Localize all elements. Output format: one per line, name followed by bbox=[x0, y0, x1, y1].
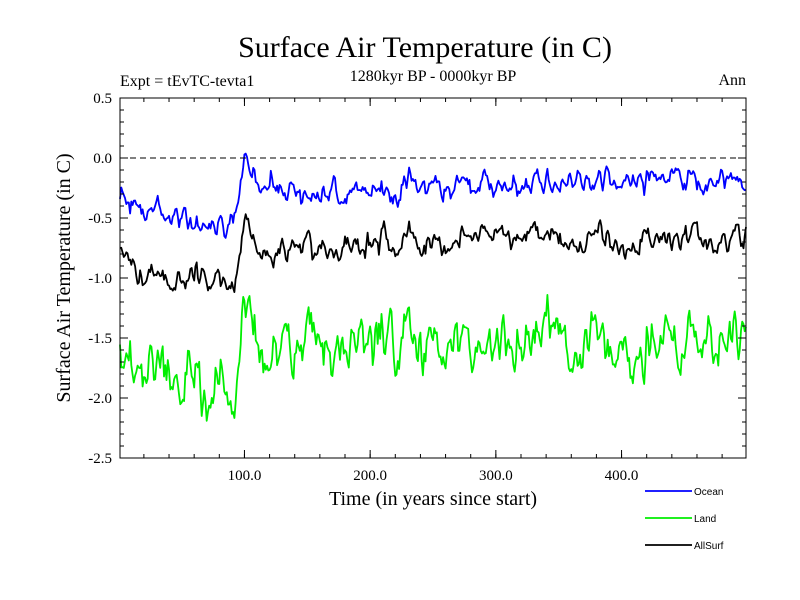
chart-subtitle: 1280kyr BP - 0000kyr BP bbox=[350, 68, 517, 85]
legend: Ocean Land AllSurf bbox=[645, 487, 724, 552]
series-line-ocean bbox=[119, 152, 747, 239]
y-tick-label: -1.5 bbox=[88, 331, 112, 347]
y-tick-label: -2.0 bbox=[88, 391, 112, 407]
y-axis-label: Surface Air Temperature (in C) bbox=[53, 153, 75, 402]
x-tick-label: 100.0 bbox=[228, 468, 262, 484]
legend-label-land: Land bbox=[694, 514, 716, 525]
x-axis: 100.0 200.0 300.0 400.0 bbox=[143, 98, 723, 484]
series-line-land bbox=[119, 293, 747, 422]
y-axis: 0.5 0.0 -0.5 -1.0 -1.5 -2.0 -2.5 bbox=[88, 91, 746, 467]
x-tick-label: 300.0 bbox=[479, 468, 513, 484]
experiment-label: Expt = tEvTC-tevta1 bbox=[120, 73, 254, 90]
y-tick-label: -0.5 bbox=[88, 211, 112, 227]
x-tick-label: 200.0 bbox=[353, 468, 387, 484]
legend-label-allsurf: AllSurf bbox=[694, 541, 724, 552]
y-tick-label: 0.5 bbox=[93, 91, 112, 107]
season-label: Ann bbox=[718, 72, 746, 89]
y-tick-label: -2.5 bbox=[88, 451, 112, 467]
series-line-allsurf bbox=[119, 213, 747, 294]
x-tick-label: 400.0 bbox=[605, 468, 639, 484]
x-axis-label: Time (in years since start) bbox=[329, 488, 537, 510]
series-layer bbox=[119, 152, 747, 422]
y-tick-label: 0.0 bbox=[93, 151, 112, 167]
legend-label-ocean: Ocean bbox=[694, 487, 723, 498]
y-tick-label: -1.0 bbox=[88, 271, 112, 287]
chart-title: Surface Air Temperature (in C) bbox=[238, 31, 612, 64]
